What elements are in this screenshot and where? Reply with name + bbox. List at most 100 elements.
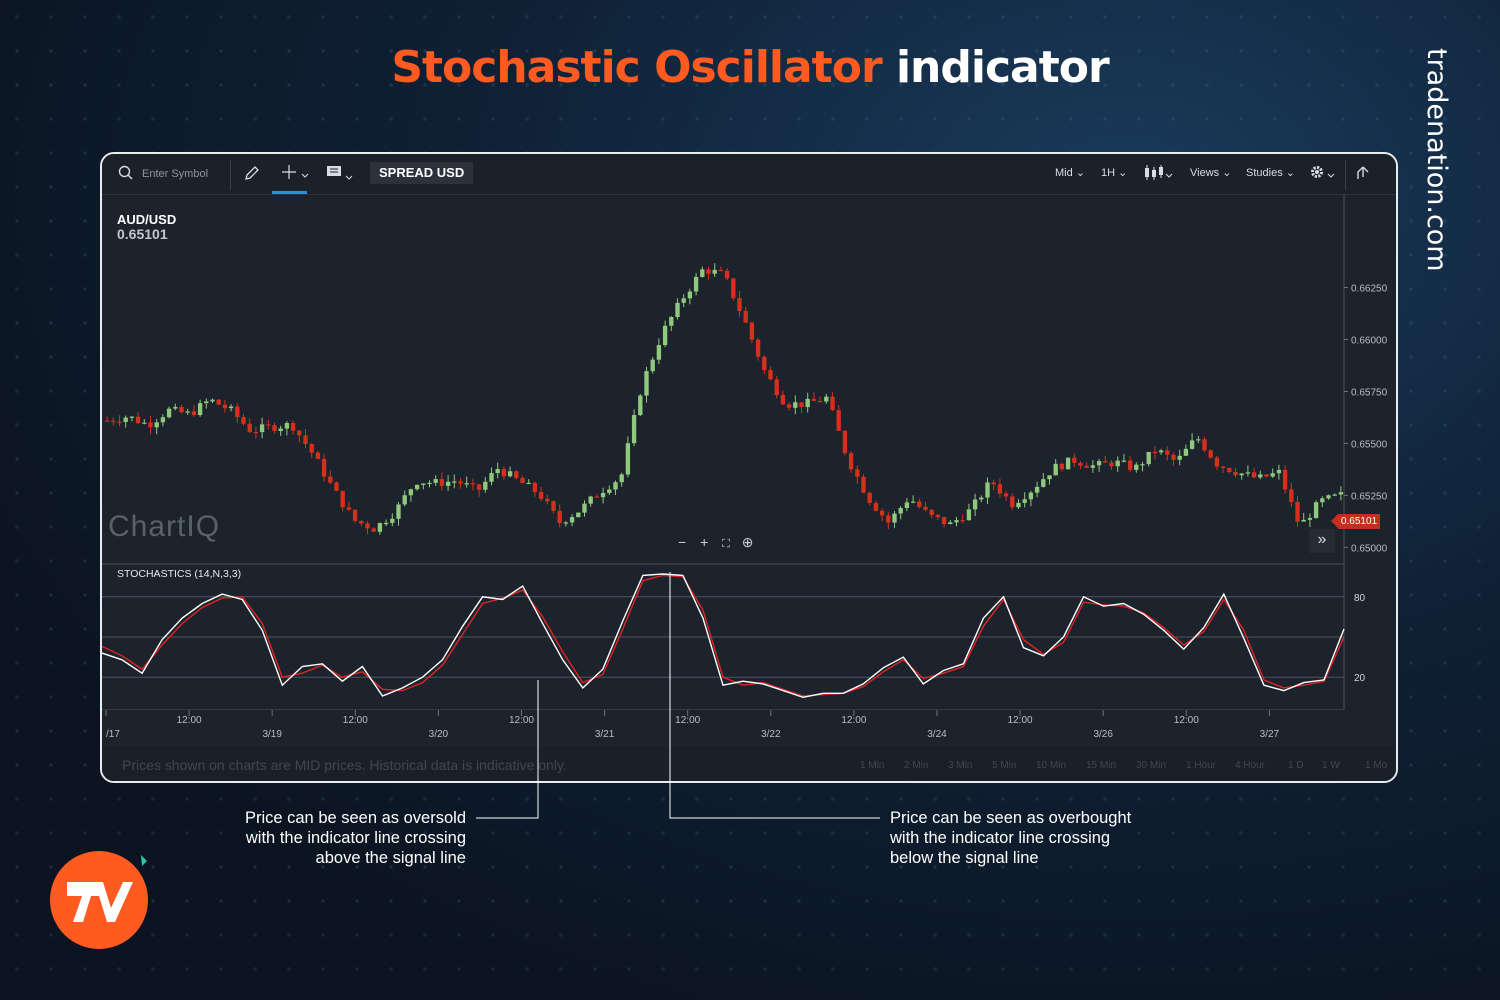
candle-body bbox=[1258, 474, 1263, 478]
timeframe-option[interactable]: 4 Hour bbox=[1235, 760, 1266, 771]
stoch-d-line bbox=[102, 574, 1345, 697]
candle-body bbox=[495, 469, 500, 474]
candle-body bbox=[1109, 462, 1114, 467]
timeframe-option[interactable]: 10 Min bbox=[1036, 760, 1067, 771]
candle-body bbox=[811, 398, 817, 401]
candle-body bbox=[290, 423, 296, 431]
candle-body bbox=[625, 443, 631, 475]
candle-body bbox=[1171, 454, 1176, 460]
candle-body bbox=[607, 489, 612, 493]
candle-body bbox=[855, 469, 860, 477]
candle-body bbox=[563, 522, 569, 524]
timeframe-option[interactable]: 1 Hour bbox=[1186, 760, 1217, 771]
timeframe-option[interactable]: 1 Mo bbox=[1365, 760, 1388, 771]
comment-icon[interactable] bbox=[326, 165, 358, 188]
stoch-k-line bbox=[102, 573, 1345, 699]
timeframe-option[interactable]: 1 D bbox=[1288, 760, 1304, 771]
candle-body bbox=[340, 490, 345, 508]
price-chart[interactable]: 0.66250 0.66000 0.65750 0.65500 0.65250 0.650… bbox=[102, 194, 1396, 783]
chart-window: Enter Symbol SPREAD USD Mid ⌄ 1H ⌄ Views… bbox=[100, 152, 1398, 783]
candle-body bbox=[1158, 450, 1164, 453]
chart-toolbar: Enter Symbol SPREAD USD Mid ⌄ 1H ⌄ Views… bbox=[102, 154, 1396, 195]
time-tick-label: 3/24 bbox=[927, 729, 947, 740]
gear-icon[interactable] bbox=[1309, 164, 1339, 185]
candle-body bbox=[1084, 465, 1089, 468]
candle-body bbox=[315, 452, 321, 460]
candle-body bbox=[1313, 502, 1319, 519]
time-tick-label: 12:00 bbox=[343, 715, 368, 726]
candle-body bbox=[433, 479, 438, 483]
candle-type-icon[interactable] bbox=[1143, 164, 1175, 185]
candle-body bbox=[1121, 460, 1127, 462]
candle-body bbox=[489, 473, 494, 482]
candle-body bbox=[154, 422, 159, 428]
zoom-reset-icon[interactable]: ⊕ bbox=[741, 534, 754, 550]
share-icon[interactable] bbox=[1354, 163, 1374, 186]
oversold-line-2: with the indicator line crossing bbox=[245, 829, 466, 847]
candle-body bbox=[1227, 467, 1232, 473]
timeframe-option[interactable]: 15 Min bbox=[1086, 760, 1117, 771]
candle-body bbox=[972, 499, 978, 510]
views-dropdown[interactable]: Views ⌄ bbox=[1190, 167, 1232, 179]
candle-body bbox=[638, 395, 643, 416]
candle-body bbox=[768, 370, 773, 380]
candle-body bbox=[867, 492, 872, 503]
brand-label: tradenation.com bbox=[1421, 48, 1452, 272]
candle-body bbox=[879, 510, 885, 516]
zoom-out-button[interactable]: − bbox=[678, 534, 687, 550]
candle-body bbox=[1146, 451, 1151, 465]
candle-body bbox=[910, 501, 916, 503]
zoom-controls: − + ⛶ ⊕ bbox=[678, 534, 753, 551]
candle-body bbox=[551, 501, 556, 511]
timeframe-option[interactable]: 1 Min bbox=[860, 760, 885, 771]
candle-body bbox=[241, 417, 246, 424]
candle-body bbox=[210, 399, 215, 402]
timeframe-option[interactable]: 2 Min bbox=[904, 760, 929, 771]
pencil-icon[interactable] bbox=[243, 164, 261, 185]
interval-dropdown[interactable]: 1H ⌄ bbox=[1101, 167, 1128, 179]
zoom-in-button[interactable]: + bbox=[700, 534, 709, 550]
candle-body bbox=[526, 482, 531, 485]
candle-body bbox=[197, 403, 203, 416]
mid-price-disclaimer: Prices shown on charts are MID prices. H… bbox=[122, 757, 567, 773]
candle-body bbox=[824, 396, 829, 402]
candle-body bbox=[557, 510, 562, 524]
candle-body bbox=[1140, 464, 1145, 466]
candle-body bbox=[185, 411, 190, 413]
candle-body bbox=[111, 420, 116, 422]
candle-body bbox=[613, 482, 618, 490]
timeframe-option[interactable]: 5 Min bbox=[992, 760, 1017, 771]
search-icon[interactable] bbox=[118, 165, 134, 184]
candle-body bbox=[780, 394, 786, 405]
symbol-search-input[interactable]: Enter Symbol bbox=[142, 168, 209, 180]
candle-body bbox=[762, 356, 767, 371]
title-rest: indicator bbox=[881, 42, 1110, 93]
candle-body bbox=[1276, 469, 1282, 474]
chartiq-watermark: ChartIQ bbox=[108, 510, 221, 543]
timeframe-option[interactable]: 30 Min bbox=[1136, 760, 1167, 771]
candle-body bbox=[166, 408, 172, 418]
candle-body bbox=[365, 523, 370, 529]
candle-body bbox=[445, 481, 451, 486]
candle-body bbox=[656, 345, 662, 360]
candle-body bbox=[1103, 461, 1108, 463]
expand-right-button[interactable]: » bbox=[1309, 529, 1335, 553]
active-tool-indicator bbox=[272, 191, 307, 194]
studies-dropdown[interactable]: Studies ⌄ bbox=[1246, 167, 1295, 179]
overbought-line-2: with the indicator line crossing bbox=[890, 829, 1111, 847]
crosshair-icon[interactable] bbox=[280, 163, 310, 186]
spread-badge[interactable]: SPREAD USD bbox=[370, 162, 474, 184]
fit-button[interactable]: ⛶ bbox=[722, 538, 730, 550]
mid-price-dropdown[interactable]: Mid ⌄ bbox=[1055, 167, 1086, 179]
timeframe-option[interactable]: 3 Min bbox=[948, 760, 973, 771]
candle-body bbox=[1010, 496, 1015, 508]
candle-body bbox=[303, 435, 308, 445]
candle-body bbox=[278, 428, 283, 431]
candle-body bbox=[439, 479, 445, 486]
candle-body bbox=[830, 396, 835, 411]
candle-body bbox=[179, 406, 184, 413]
candle-body bbox=[117, 421, 122, 423]
candle-body bbox=[706, 269, 711, 274]
timeframe-option[interactable]: 1 W bbox=[1322, 760, 1340, 771]
candle-body bbox=[1127, 460, 1133, 470]
